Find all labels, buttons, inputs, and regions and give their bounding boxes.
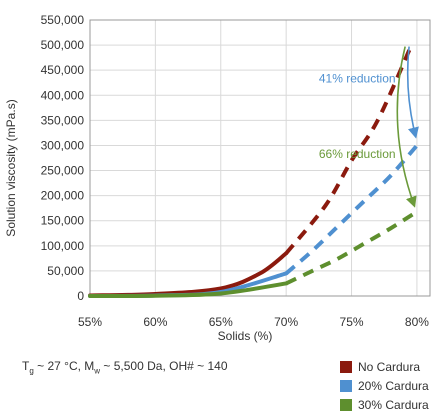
y-tick-label: 50,000: [47, 264, 84, 278]
y-tick-label: 150,000: [41, 214, 85, 228]
x-tick-label: 80%: [405, 315, 429, 329]
footnote: Tg ~ 27 °C, Mw ~ 5,500 Da, OH# ~ 140: [22, 359, 228, 375]
footnote-end: ~ 5,500 Da, OH# ~ 140: [100, 359, 228, 373]
x-axis-label: Solids (%): [218, 329, 273, 343]
annotations: 41% reduction 66% reduction: [319, 46, 419, 208]
legend-item-20-cardura: 20% Cardura: [340, 376, 429, 395]
viscosity-chart: 41% reduction 66% reduction 0 50,000 100,00…: [4, 13, 431, 343]
legend-swatch: [340, 398, 352, 411]
y-axis-label: Solution viscosity (mPa.s): [4, 99, 18, 236]
series-extrapolated-30-cardura: [285, 210, 418, 286]
axes: [89, 19, 431, 297]
series-extrapolated-no-cardura: [284, 46, 413, 255]
tick-labels: 0 50,000 100,000 150,000 200,000 250,000 300,0…: [41, 13, 430, 329]
plot-frame: [89, 19, 431, 297]
legend-label: 30% Cardura: [358, 397, 429, 412]
y-tick-label: 300,000: [41, 138, 85, 152]
footnote-m-sub: w: [94, 366, 101, 376]
footnote-mid: ~ 27 °C, M: [33, 359, 95, 373]
footnote-t: T: [22, 359, 30, 373]
annotation-label: 66% reduction: [319, 147, 396, 161]
y-tick-label: 200,000: [41, 189, 85, 203]
y-tick-label: 550,000: [41, 13, 85, 27]
x-tick-label: 60%: [143, 315, 167, 329]
legend-item-no-cardura: No Cardura: [340, 357, 429, 376]
legend-swatch: [340, 379, 352, 392]
footnote-t-sub: g: [29, 366, 34, 376]
y-tick-label: 400,000: [41, 88, 85, 102]
y-tick-label: 500,000: [41, 38, 85, 52]
legend-label: No Cardura: [358, 359, 421, 374]
legend-swatch: [340, 360, 352, 373]
legend-label: 20% Cardura: [358, 378, 429, 393]
series-measured-30-cardura: [88, 281, 289, 299]
legend: No Cardura 20% Cardura 30% Cardura: [340, 357, 429, 414]
y-tick-label: 450,000: [41, 63, 85, 77]
reduction-arrow: [396, 46, 417, 208]
y-tick-label: 250,000: [41, 164, 85, 178]
y-tick-label: 350,000: [41, 113, 85, 127]
reduction-arrow: [406, 46, 419, 139]
x-tick-label: 70%: [274, 315, 298, 329]
x-tick-label: 65%: [209, 315, 233, 329]
x-tick-label: 55%: [78, 315, 102, 329]
legend-item-30-cardura: 30% Cardura: [340, 395, 429, 414]
y-tick-label: 0: [77, 289, 84, 303]
x-tick-label: 75%: [340, 315, 364, 329]
annotation-label: 41% reduction: [319, 72, 396, 86]
y-tick-label: 100,000: [41, 239, 85, 253]
series-lines: [88, 46, 419, 299]
